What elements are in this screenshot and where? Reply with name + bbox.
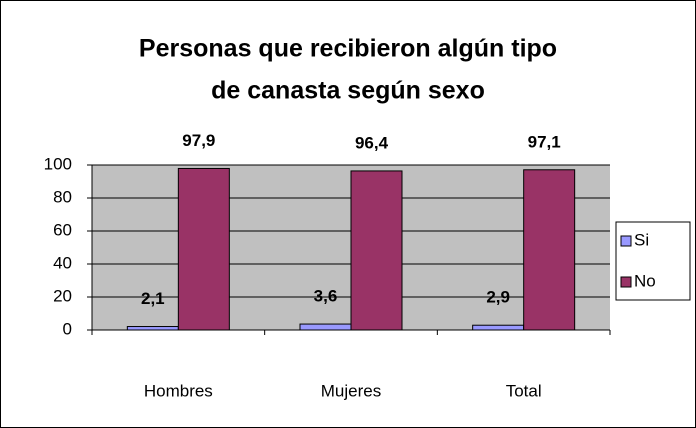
legend-label: Si xyxy=(634,230,649,249)
bar xyxy=(523,169,576,331)
legend-label: No xyxy=(634,271,656,290)
legend-swatch xyxy=(620,235,632,247)
value-label: 96,4 xyxy=(355,133,389,152)
y-tick-label: 0 xyxy=(63,319,72,338)
legend-swatch xyxy=(620,276,632,288)
y-tick-label: 40 xyxy=(53,253,72,272)
value-label: 2,1 xyxy=(141,289,165,308)
value-label: 2,9 xyxy=(486,288,510,307)
bar xyxy=(472,324,525,331)
y-tick-label: 80 xyxy=(53,187,72,206)
x-tick-label: Total xyxy=(506,381,542,400)
bar xyxy=(126,326,179,331)
value-label: 97,1 xyxy=(528,132,561,151)
chart-title: Personas que recibieron algún tipo xyxy=(139,35,557,63)
y-tick-label: 20 xyxy=(53,286,72,305)
y-tick-label: 100 xyxy=(44,154,72,173)
chart-title: de canasta según sexo xyxy=(211,77,485,105)
value-label: 3,6 xyxy=(314,287,338,306)
x-tick-label: Hombres xyxy=(144,381,213,400)
y-tick-label: 60 xyxy=(53,220,72,239)
bar xyxy=(299,323,352,331)
value-label: 97,9 xyxy=(182,131,215,150)
x-tick-label: Mujeres xyxy=(321,381,381,400)
bar xyxy=(350,170,403,331)
bar xyxy=(177,167,230,331)
